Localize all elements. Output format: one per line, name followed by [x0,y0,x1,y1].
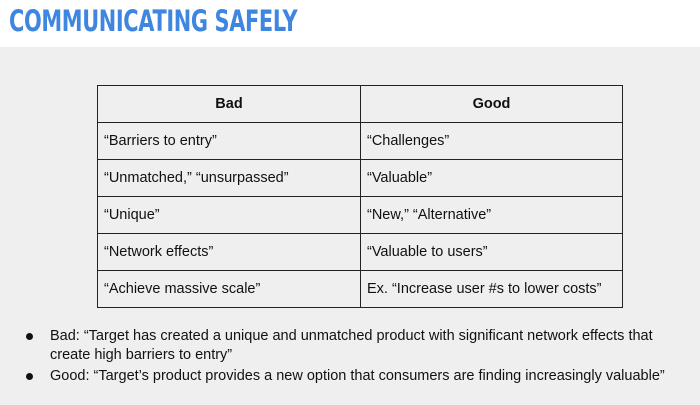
slide-content: Bad Good “Barriers to entry” “Challenges… [0,47,700,405]
bullet-good-example: Good: “Target’s product provides a new o… [24,367,684,386]
bad-cell: “Unmatched,” “unsurpassed” [97,159,361,197]
table-row: “Unmatched,” “unsurpassed” “Valuable” [97,159,623,197]
bad-cell: “Barriers to entry” [97,122,361,160]
header-bad: Bad [97,85,361,123]
bullet-list: Bad: “Target has created a unique and un… [24,327,684,388]
good-cell: “Valuable to users” [360,233,623,271]
bad-cell: “Network effects” [97,233,361,271]
table-header-row: Bad Good [97,85,623,123]
bullet-bad-example: Bad: “Target has created a unique and un… [24,327,684,365]
table-row: “Unique” “New,” “Alternative” [97,196,623,234]
comparison-table: Bad Good “Barriers to entry” “Challenges… [97,85,623,308]
bad-cell: “Achieve massive scale” [97,270,361,308]
good-cell: “Valuable” [360,159,623,197]
bullet-dot-icon [26,373,33,380]
good-cell: “Challenges” [360,122,623,160]
bullet-dot-icon [26,333,33,340]
header-good: Good [360,85,623,123]
good-cell: “New,” “Alternative” [360,196,623,234]
title-bar: COMMUNICATING SAFELY [0,0,700,47]
good-cell: Ex. “Increase user #s to lower costs” [360,270,623,308]
table-row: “Network effects” “Valuable to users” [97,233,623,271]
bullet-text: Bad: “Target has created a unique and un… [50,328,653,363]
table-row: “Barriers to entry” “Challenges” [97,122,623,160]
bad-cell: “Unique” [97,196,361,234]
table-row: “Achieve massive scale” Ex. “Increase us… [97,270,623,308]
slide-title: COMMUNICATING SAFELY [9,4,298,38]
bullet-text: Good: “Target’s product provides a new o… [50,368,665,384]
